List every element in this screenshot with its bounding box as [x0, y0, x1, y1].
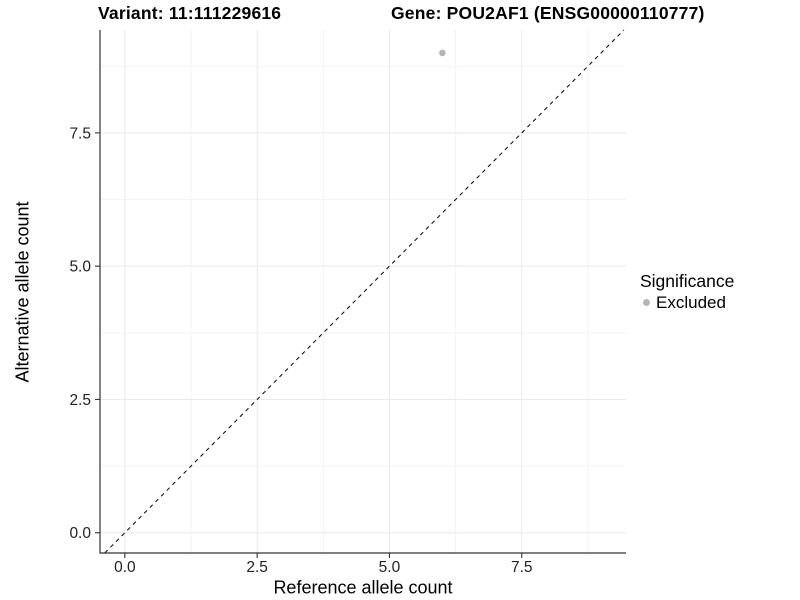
- y-tick-label: 7.5: [69, 125, 91, 142]
- x-tick-label: 2.5: [246, 559, 268, 576]
- identity-dashed-line: [104, 29, 625, 554]
- x-tick-label: 7.5: [511, 559, 533, 576]
- plot-title-variant: Variant: 11:111229616: [98, 3, 282, 23]
- excluded-point-icon: [643, 299, 650, 306]
- legend-title: Significance: [640, 271, 735, 291]
- data-point: [439, 49, 446, 57]
- x-tick-label: 0.0: [114, 559, 136, 576]
- y-tick-label: 5.0: [69, 259, 91, 276]
- x-tick-label: 5.0: [379, 559, 401, 576]
- legend: Significance Excluded: [640, 271, 734, 312]
- y-tick-label: 2.5: [69, 392, 91, 409]
- plot-title-gene: Gene: POU2AF1 (ENSG00000110777): [391, 3, 705, 23]
- legend-item-excluded: Excluded: [640, 293, 734, 312]
- y-axis-title: Alternative allele count: [12, 201, 33, 383]
- legend-item-label: Excluded: [656, 293, 726, 312]
- x-axis-title: Reference allele count: [273, 577, 453, 598]
- y-tick-label: 0.0: [69, 525, 91, 542]
